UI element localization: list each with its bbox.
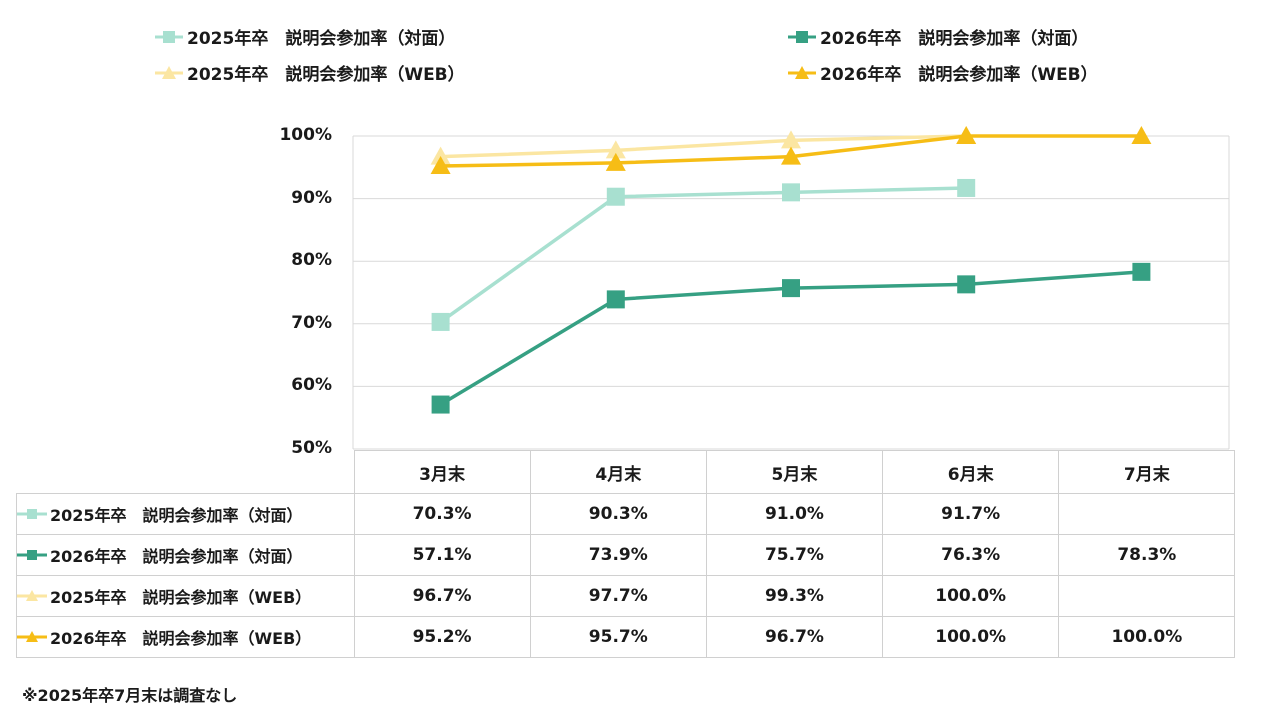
square-marker-icon (17, 550, 47, 560)
table-row: 2025年卒 説明会参加率（対面） 70.3% 90.3% 91.0% 91.7% (16, 493, 1236, 535)
x-tick-label: 3月末 (353, 450, 531, 494)
series-name: 2026年卒 説明会参加率（対面） (50, 547, 303, 566)
table-cell: 91.0% (705, 493, 884, 535)
triangle-marker-icon (17, 631, 47, 642)
table-cell: 95.7% (529, 616, 707, 658)
table-series-label: 2025年卒 説明会参加率（対面） (16, 493, 355, 535)
table-cell: 70.3% (353, 493, 531, 535)
table-series-label: 2026年卒 説明会参加率（WEB） (16, 616, 355, 658)
y-tick-label: 70% (291, 312, 332, 333)
data-point (605, 140, 626, 159)
y-tick-label: 60% (291, 375, 332, 396)
data-point (781, 146, 801, 165)
table-cell: 100.0% (882, 575, 1060, 617)
y-tick-label: 90% (291, 187, 332, 208)
table-cell: 96.7% (353, 575, 531, 617)
triangle-marker-icon (155, 65, 183, 79)
table-row: 2025年卒 説明会参加率（WEB） 96.7% 97.7% 99.3% 100.0% (16, 575, 1236, 617)
data-point (957, 275, 976, 294)
data-point (782, 279, 800, 298)
square-marker-icon (155, 30, 183, 43)
table-cell (1058, 493, 1236, 535)
table-cell: 73.9% (529, 534, 707, 576)
table-cell: 78.3% (1058, 534, 1236, 576)
table-cell: 100.0% (882, 616, 1060, 658)
legend-label: 2026年卒 説明会参加率（対面） (820, 29, 1089, 49)
data-point (431, 312, 450, 331)
x-tick-label: 4月末 (529, 450, 707, 494)
data-point (1131, 126, 1152, 144)
series-2 (431, 262, 1151, 414)
legend-entry: 2025年卒 説明会参加率（WEB） (155, 60, 465, 85)
legend-entry: 2025年卒 説明会参加率（対面） (155, 24, 455, 49)
x-tick-label: 6月末 (882, 450, 1060, 494)
data-point (1132, 262, 1151, 281)
table-cell: 91.7% (882, 493, 1060, 535)
data-point (430, 156, 451, 175)
data-point (606, 290, 625, 309)
triangle-marker-icon (17, 590, 47, 601)
table-header-row: 3月末 4月末 5月末 6月末 7月末 (16, 450, 1236, 494)
table-cell: 90.3% (529, 493, 707, 535)
table-cell: 97.7% (529, 575, 707, 617)
data-point (605, 152, 626, 171)
series-name: 2025年卒 説明会参加率（WEB） (50, 588, 312, 607)
table-cell: 99.3% (705, 575, 884, 617)
table-series-label: 2025年卒 説明会参加率（WEB） (16, 575, 355, 617)
data-point (431, 395, 450, 414)
square-marker-icon (788, 30, 816, 43)
table-cell (1058, 575, 1236, 617)
square-marker-icon (17, 509, 47, 519)
table-corner (16, 450, 355, 494)
x-tick-label: 7月末 (1058, 450, 1236, 494)
legend-label: 2025年卒 説明会参加率（WEB） (187, 65, 465, 85)
footnote: ※2025年卒7月末は調査なし (22, 686, 238, 705)
data-point (430, 146, 451, 165)
series-1 (431, 178, 976, 331)
table-cell: 100.0% (1058, 616, 1236, 658)
data-point (781, 130, 801, 149)
series-4 (430, 126, 1152, 175)
legend-label: 2026年卒 説明会参加率（WEB） (820, 65, 1098, 85)
table-row: 2026年卒 説明会参加率（対面） 57.1% 73.9% 75.7% 76.3% 78.… (16, 534, 1236, 576)
table-cell: 57.1% (353, 534, 531, 576)
data-point (782, 183, 800, 202)
table-cell: 95.2% (353, 616, 531, 658)
x-tick-label: 5月末 (705, 450, 884, 494)
series-name: 2026年卒 説明会参加率（WEB） (50, 629, 312, 648)
data-point (957, 178, 976, 197)
table-row: 2026年卒 説明会参加率（WEB） 95.2% 95.7% 96.7% 100.0% 1… (16, 616, 1236, 658)
triangle-marker-icon (788, 65, 816, 79)
legend-entry: 2026年卒 説明会参加率（対面） (788, 24, 1088, 49)
y-tick-label: 100% (279, 125, 332, 145)
data-point (606, 187, 625, 206)
y-tick-label: 80% (291, 250, 332, 271)
data-point (956, 126, 977, 144)
series-line (439, 186, 967, 324)
table-cell: 75.7% (705, 534, 884, 576)
table-series-label: 2026年卒 説明会参加率（対面） (16, 534, 355, 576)
legend-entry: 2026年卒 説明会参加率（WEB） (788, 60, 1098, 85)
table-cell: 76.3% (882, 534, 1060, 576)
legend-label: 2025年卒 説明会参加率（対面） (187, 29, 456, 49)
series-line (440, 134, 967, 159)
data-table: 3月末 4月末 5月末 6月末 7月末 2025年卒 説明会参加率（対面） 70.3% 90.… (16, 450, 1236, 658)
table-cell: 96.7% (705, 616, 884, 658)
series-name: 2025年卒 説明会参加率（対面） (50, 506, 303, 525)
